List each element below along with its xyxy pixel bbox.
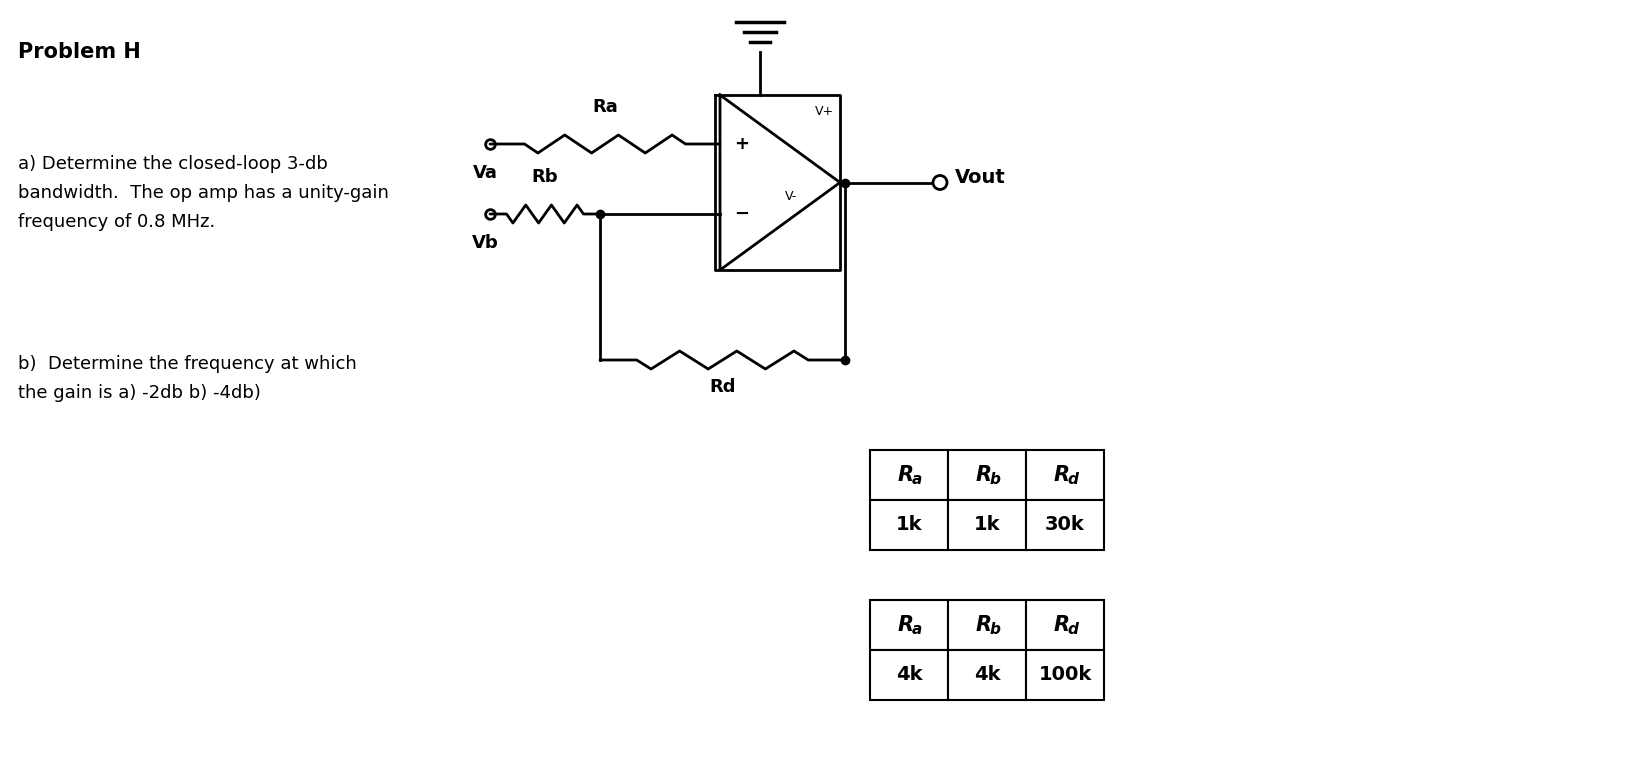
Bar <box>869 650 947 700</box>
Text: Rb: Rb <box>531 168 557 186</box>
Text: V+: V+ <box>815 105 834 118</box>
Bar <box>1026 500 1103 550</box>
Text: 1k: 1k <box>974 515 1000 535</box>
Bar <box>1026 650 1103 700</box>
Text: Problem H: Problem H <box>18 42 141 62</box>
Text: d: d <box>1067 622 1078 638</box>
Bar <box>947 650 1026 700</box>
Text: b: b <box>988 622 1000 638</box>
Text: R: R <box>898 615 913 635</box>
Bar <box>947 500 1026 550</box>
Text: R: R <box>975 465 992 485</box>
Text: Ra: Ra <box>592 98 618 116</box>
Text: +: + <box>734 135 749 153</box>
Text: 4k: 4k <box>974 666 1000 684</box>
Text: R: R <box>1054 465 1069 485</box>
Bar <box>947 450 1026 500</box>
Bar <box>869 450 947 500</box>
Text: Vb: Vb <box>472 234 498 252</box>
Text: d: d <box>1067 473 1078 487</box>
Text: Vout: Vout <box>954 168 1005 187</box>
Text: a: a <box>911 622 921 638</box>
Text: −: − <box>734 205 749 223</box>
Text: a: a <box>911 473 921 487</box>
Text: R: R <box>975 615 992 635</box>
Bar <box>869 500 947 550</box>
Bar <box>1026 450 1103 500</box>
Text: Rd: Rd <box>708 378 736 396</box>
Bar <box>869 600 947 650</box>
Text: Va: Va <box>472 164 497 182</box>
Text: 4k: 4k <box>895 666 921 684</box>
Bar <box>1026 600 1103 650</box>
Text: a) Determine the closed-loop 3-db
bandwidth.  The op amp has a unity-gain
freque: a) Determine the closed-loop 3-db bandwi… <box>18 155 388 231</box>
Text: R: R <box>1054 615 1069 635</box>
Text: R: R <box>898 465 913 485</box>
Text: 100k: 100k <box>1037 666 1092 684</box>
Text: b: b <box>988 473 1000 487</box>
Text: V-: V- <box>785 190 797 203</box>
Text: b)  Determine the frequency at which
the gain is a) -2db b) -4db): b) Determine the frequency at which the … <box>18 355 357 402</box>
Text: 1k: 1k <box>895 515 921 535</box>
Bar <box>947 600 1026 650</box>
Text: 30k: 30k <box>1044 515 1085 535</box>
